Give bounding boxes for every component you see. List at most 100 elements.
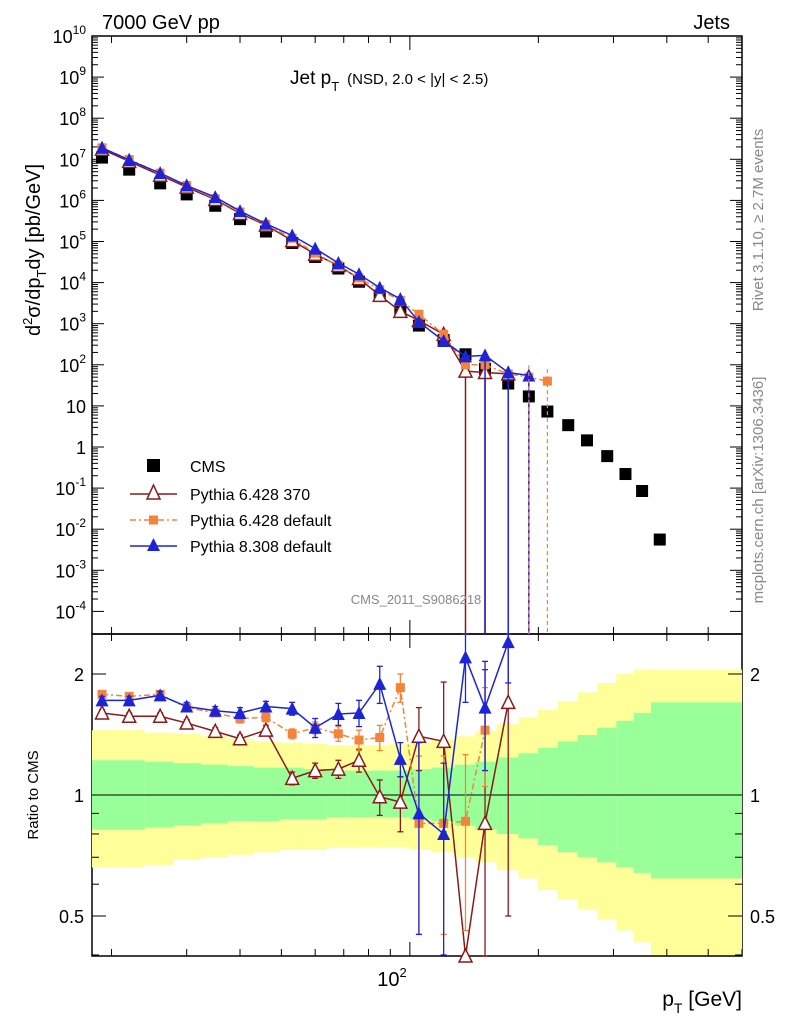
svg-text:d2σ/dpTdy [pb/GeV]: d2σ/dpTdy [pb/GeV] <box>20 164 49 336</box>
ratio-series-layer <box>94 633 516 963</box>
legend-label-cms: CMS <box>190 459 226 476</box>
y-axis-label: d2σ/dpTdy [pb/GeV] <box>20 164 49 336</box>
series-point <box>458 349 472 363</box>
band-inner-segment <box>475 761 497 830</box>
series-point <box>501 365 515 379</box>
series-point <box>393 291 407 305</box>
series-point <box>208 190 222 204</box>
ratio-point <box>437 826 451 840</box>
band-inner-segment <box>650 702 742 879</box>
legend-marker-cms <box>147 459 160 472</box>
y-tick-label: 103 <box>59 311 86 335</box>
process-label: Jets <box>693 12 730 34</box>
ratio-point <box>477 814 493 831</box>
y-tick-label: 108 <box>59 105 86 129</box>
mcplots-label: mcplots.cern.ch [arXiv:1306.3436] <box>750 377 767 604</box>
series-point <box>372 286 388 303</box>
series-point <box>373 280 387 294</box>
y-tick-label: 106 <box>59 187 86 211</box>
ratio-point <box>122 693 136 707</box>
ratio-point <box>478 700 492 714</box>
series-point <box>392 302 409 319</box>
ratio-point <box>261 712 271 722</box>
ratio-point <box>351 751 367 768</box>
ratio-y-tick-labels: 0.5 0.5 1 1 2 2 <box>59 665 775 927</box>
rivet-label: Rivet 3.1.10, ≥ 2.7M events <box>750 129 767 312</box>
ratio-y-tick-label-right: 2 <box>750 665 760 685</box>
series-point <box>580 434 593 447</box>
series-point <box>457 362 474 378</box>
ratio-point <box>208 703 222 717</box>
ratio-point <box>121 707 137 724</box>
band-inner-segment <box>577 735 598 858</box>
ratio-point <box>94 704 110 720</box>
series-point <box>331 255 345 269</box>
series-point <box>153 166 167 180</box>
y-tick-label: 1010 <box>53 23 87 47</box>
svg-text:Ratio to CMS: Ratio to CMS <box>25 750 42 839</box>
ratio-point <box>308 720 322 734</box>
series-point <box>653 533 666 546</box>
ratio-point <box>152 707 168 724</box>
legend-marker-py8 <box>147 538 160 551</box>
band-inner-segment <box>348 770 370 818</box>
plot-title-sub: T <box>331 79 339 94</box>
series-point <box>308 241 322 255</box>
plot-title-range: (NSD, 2.0 < |y| < 2.5) <box>347 71 488 88</box>
ratio-point <box>412 806 426 820</box>
ratio-point <box>392 793 409 809</box>
ratio-uncertainty-bands <box>92 669 742 955</box>
series-point <box>478 348 492 362</box>
y-tick-label: 105 <box>59 229 86 253</box>
series-point <box>259 216 273 230</box>
rivet-label-wrap: Rivet 3.1.10, ≥ 2.7M events <box>750 129 767 312</box>
main-series-layer <box>94 140 666 634</box>
band-inner-segment <box>538 747 558 846</box>
series-point <box>460 360 470 370</box>
ratio-point <box>354 735 364 745</box>
ratio-point <box>95 693 109 707</box>
band-inner-segment <box>173 763 201 826</box>
series-point <box>233 204 247 218</box>
legend-marker-py6-default <box>149 515 158 525</box>
series-point <box>285 228 299 242</box>
ratio-point <box>458 650 472 664</box>
plot-title: Jet pT (NSD, 2.0 < |y| < 2.5) <box>290 68 488 94</box>
band-inner-segment <box>633 712 651 873</box>
band-inner-segment <box>200 764 228 824</box>
band-inner-segment <box>252 767 280 822</box>
series-point <box>437 333 451 347</box>
y-tick-label: 10-4 <box>55 598 86 622</box>
ratio-point <box>352 705 366 719</box>
ratio-point <box>258 721 274 737</box>
band-inner-segment <box>409 769 432 820</box>
x-tick-label-100: 102 <box>377 965 406 991</box>
ratio-series-line <box>102 641 509 836</box>
ratio-point <box>333 729 343 739</box>
series-point <box>95 140 109 154</box>
ratio-point <box>153 688 167 702</box>
ratio-point <box>285 701 299 715</box>
ratio-y-tick-label-right: 0.5 <box>750 907 775 927</box>
ratio-y-tick-label-right: 1 <box>750 786 760 806</box>
ratio-point <box>460 816 470 826</box>
ratio-point <box>393 751 407 765</box>
ratio-point <box>330 760 347 776</box>
legend: CMS Pythia 6.428 370 Pythia 6.428 defaul… <box>130 459 332 556</box>
ratio-point <box>375 733 385 743</box>
band-inner-segment <box>557 741 578 853</box>
ratio-y-tick-label-left: 0.5 <box>59 907 84 927</box>
y-tick-label: 109 <box>59 64 86 88</box>
ratio-point <box>287 729 297 739</box>
ratio-point <box>331 707 345 721</box>
ratio-y-axis-label: Ratio to CMS <box>25 750 42 839</box>
ratio-point <box>232 730 248 746</box>
ratio-point <box>284 769 300 786</box>
ratio-point <box>457 947 474 963</box>
band-inner-segment <box>326 770 349 818</box>
mcplots-label-wrap: mcplots.cern.ch [arXiv:1306.3436] <box>750 377 767 604</box>
band-inner-segment <box>227 766 253 822</box>
ratio-point <box>233 705 247 719</box>
series-point <box>619 468 632 481</box>
